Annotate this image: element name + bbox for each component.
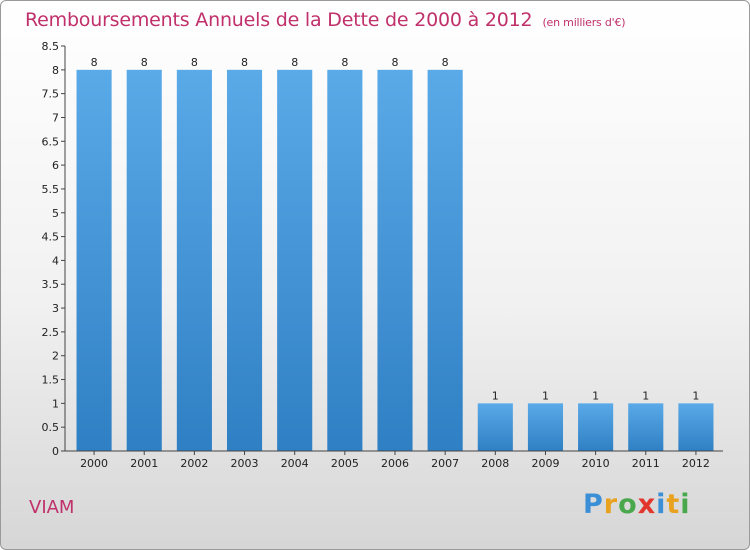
- data-label: 1: [592, 389, 599, 402]
- bar-2002: [176, 69, 212, 451]
- bar-2003: [226, 69, 263, 451]
- data-label: 8: [91, 56, 98, 69]
- logo-letter: r: [603, 489, 619, 520]
- x-tick-label: 2011: [632, 457, 660, 470]
- y-tick-label: 0: [52, 445, 59, 458]
- x-tick-label: 2008: [481, 457, 509, 470]
- data-label: 8: [141, 56, 148, 69]
- y-tick-label: 5.5: [42, 183, 60, 196]
- proxiti-logo[interactable]: Proxiti: [583, 489, 691, 520]
- logo-letter: x: [637, 489, 657, 520]
- chart-title-text: Remboursements Annuels de la Dette de 20…: [25, 9, 533, 31]
- y-tick-label: 1: [52, 397, 59, 410]
- data-label: 1: [692, 389, 699, 402]
- x-axis: 2000 2001 2002 2003 2004 2005 2006 2007 2008 2009…: [65, 450, 723, 470]
- chart-title: Remboursements Annuels de la Dette de 20…: [25, 9, 626, 31]
- data-label: 1: [542, 389, 549, 402]
- bars: 8 8 8 8 8 8 8 8 1 1 1 1 1: [76, 56, 714, 451]
- data-label: 8: [241, 56, 248, 69]
- logo-letter: i: [656, 489, 667, 520]
- x-tick-label: 2003: [231, 457, 259, 470]
- bar-2011: [628, 403, 664, 451]
- data-label: 8: [341, 56, 348, 69]
- y-tick-label: 0.5: [42, 421, 60, 434]
- bar-2006: [377, 69, 413, 451]
- data-label: 1: [492, 389, 499, 402]
- chart-subtitle: (en milliers d'€): [542, 16, 626, 29]
- x-tick-label: 2000: [80, 457, 108, 470]
- y-tick-label: 8: [52, 64, 59, 77]
- x-tick-label: 2012: [682, 457, 710, 470]
- logo-letter: t: [666, 489, 681, 520]
- x-tick-label: 2010: [582, 457, 610, 470]
- y-axis: 0 0.5 1 1.5 2 2.5 3 3.5 4 4.5 5 5.5 6 6.5 7 7.5 8 8.5: [42, 40, 66, 458]
- x-tick-label: 2002: [180, 457, 208, 470]
- y-tick-label: 8.5: [42, 40, 60, 53]
- logo-letter: i: [680, 489, 691, 520]
- y-tick-label: 4: [52, 254, 59, 267]
- y-tick-label: 3: [52, 302, 59, 315]
- data-label: 8: [291, 56, 298, 69]
- bar-2008: [477, 403, 513, 451]
- x-tick-label: 2005: [331, 457, 359, 470]
- logo-letter: P: [583, 489, 604, 520]
- y-tick-label: 7.5: [42, 88, 60, 101]
- x-tick-label: 2001: [130, 457, 158, 470]
- x-tick-label: 2004: [281, 457, 309, 470]
- y-tick-label: 3.5: [42, 278, 60, 291]
- bar-2010: [578, 403, 614, 451]
- bar-2000: [76, 69, 112, 451]
- x-tick-label: 2009: [531, 457, 559, 470]
- bar-2004: [277, 69, 313, 451]
- x-tick-label: 2006: [381, 457, 409, 470]
- data-label: 8: [191, 56, 198, 69]
- bar-2005: [327, 69, 363, 451]
- data-label: 8: [442, 56, 449, 69]
- y-tick-label: 4.5: [42, 231, 60, 244]
- commune-name: VIAM: [29, 497, 75, 518]
- x-tick-label: 2007: [431, 457, 459, 470]
- bar-2001: [126, 69, 162, 451]
- bar-2007: [427, 69, 463, 451]
- y-tick-label: 7: [52, 111, 59, 124]
- y-tick-label: 5: [52, 207, 59, 220]
- bar-2012: [678, 403, 714, 451]
- y-tick-label: 2: [52, 350, 59, 363]
- y-tick-label: 1.5: [42, 374, 60, 387]
- logo-letter: o: [618, 489, 638, 520]
- data-label: 1: [642, 389, 649, 402]
- bar-2009: [527, 403, 564, 451]
- data-label: 8: [392, 56, 399, 69]
- y-tick-label: 6: [52, 159, 59, 172]
- y-tick-label: 6.5: [42, 135, 60, 148]
- y-tick-label: 2.5: [42, 326, 60, 339]
